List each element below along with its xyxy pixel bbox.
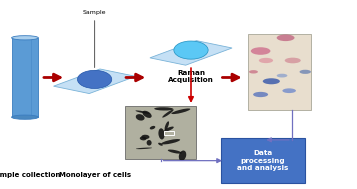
Ellipse shape: [12, 115, 39, 119]
Ellipse shape: [140, 136, 146, 140]
Ellipse shape: [159, 128, 165, 139]
Circle shape: [174, 41, 208, 59]
Ellipse shape: [12, 36, 39, 40]
Ellipse shape: [277, 74, 287, 77]
Ellipse shape: [135, 110, 150, 114]
Ellipse shape: [249, 70, 258, 74]
Ellipse shape: [154, 107, 174, 111]
Ellipse shape: [168, 149, 182, 154]
FancyBboxPatch shape: [125, 106, 196, 159]
Ellipse shape: [277, 34, 295, 41]
Bar: [164, 131, 174, 135]
Ellipse shape: [165, 121, 169, 130]
Ellipse shape: [282, 88, 296, 93]
Ellipse shape: [285, 58, 301, 63]
Text: PAP staining
of cells: PAP staining of cells: [255, 164, 305, 178]
FancyBboxPatch shape: [12, 38, 39, 117]
Ellipse shape: [141, 135, 150, 139]
FancyBboxPatch shape: [221, 138, 305, 183]
Ellipse shape: [142, 111, 152, 118]
Ellipse shape: [164, 127, 174, 131]
Text: Data
processing
and analysis: Data processing and analysis: [237, 150, 289, 171]
Ellipse shape: [150, 126, 155, 129]
Ellipse shape: [251, 47, 271, 55]
Ellipse shape: [171, 108, 190, 114]
Ellipse shape: [300, 70, 311, 74]
Ellipse shape: [147, 140, 152, 146]
Ellipse shape: [136, 148, 152, 149]
Ellipse shape: [162, 109, 174, 118]
Ellipse shape: [259, 58, 273, 63]
Ellipse shape: [179, 150, 186, 161]
Ellipse shape: [253, 92, 268, 97]
Text: Sample collection: Sample collection: [0, 172, 60, 178]
Text: Raman
Acquisition: Raman Acquisition: [168, 70, 214, 83]
FancyBboxPatch shape: [248, 34, 311, 110]
Text: Monolayer of cells: Monolayer of cells: [59, 172, 131, 178]
Ellipse shape: [136, 114, 145, 121]
Text: Sample: Sample: [83, 10, 106, 67]
Ellipse shape: [158, 143, 163, 146]
Polygon shape: [150, 41, 232, 65]
Ellipse shape: [161, 139, 180, 144]
Ellipse shape: [263, 78, 280, 84]
Polygon shape: [54, 69, 136, 94]
Circle shape: [77, 70, 112, 88]
